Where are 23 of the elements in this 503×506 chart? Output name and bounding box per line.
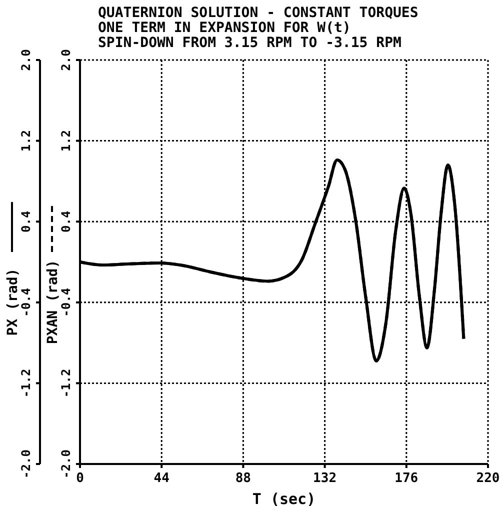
y-tick-label: 2.0 [19,49,33,71]
y-tick-label: -1.2 [19,368,33,398]
chart-title: QUATERNION SOLUTION - CONSTANT TORQUES [98,5,418,21]
y2-tick-label: 2.0 [59,49,73,71]
x-tick-label: 0 [76,471,84,486]
x-tick-label: 88 [235,471,252,486]
y2-tick-label: 0.4 [59,210,73,232]
y2-tick-label: -2.0 [59,450,73,478]
y2-tick-label: 1.2 [59,130,73,152]
y-tick-label: -2.0 [19,450,33,478]
x-tick-label: 176 [394,471,418,486]
y2-tick-label: -0.4 [59,288,73,317]
x-tick-label: 132 [313,471,337,486]
x-tick-label: 44 [154,471,170,486]
y-tick-label: 0.4 [19,210,33,232]
y2-tick-label: -1.2 [59,368,73,398]
y2-axis-title: PXAN (rad) [45,260,61,344]
y-tick-label: 1.2 [19,130,33,152]
chart-subtitle: ONE TERM IN EXPANSION FOR W(t) SPIN-DOWN FROM 3.15 RPM TO -3.15 RPM [98,20,402,51]
x-tick-label: 220 [476,471,500,486]
y-axis-title: PX (rad) [5,268,21,336]
x-axis-title: T (sec) [252,490,316,506]
y-tick-label: -0.4 [19,288,33,317]
